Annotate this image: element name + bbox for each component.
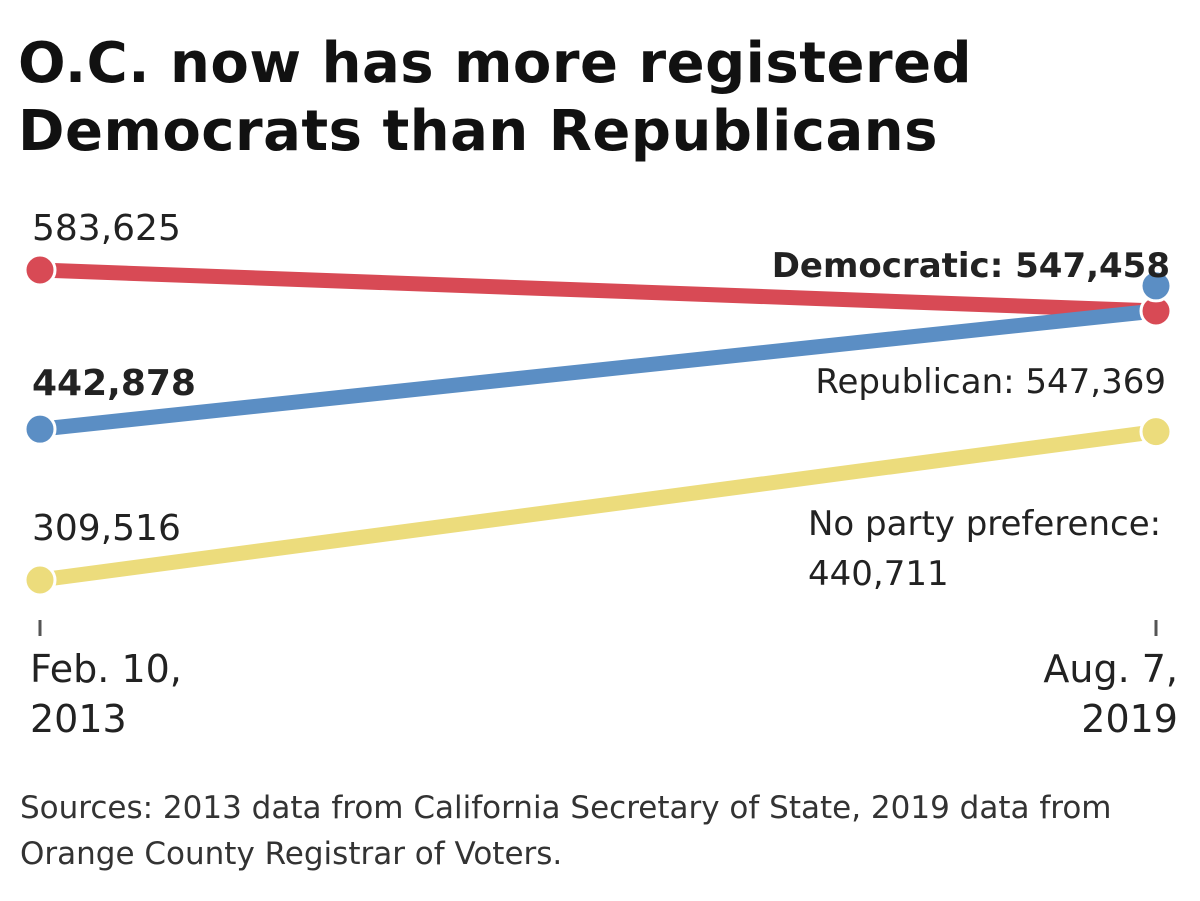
- x-axis-tick-label-1-line-1: Feb. 10,: [30, 647, 182, 691]
- source-note: Sources: 2013 data from California Secre…: [20, 790, 1112, 872]
- series-line-dem: [32, 303, 1164, 437]
- x-axis-tick-label-1: Feb. 10, 2013: [30, 647, 182, 741]
- data-point-dem-2: [1139, 269, 1173, 303]
- chart-title-line-2: Democrats than Republicans: [18, 99, 938, 164]
- end-label-npp-line-2: 440,711: [808, 554, 949, 594]
- data-point-dem-1: [23, 412, 57, 446]
- chart-title: O.C. now has more registered Democrats t…: [18, 30, 1178, 166]
- series-line-rep: [32, 262, 1164, 319]
- end-label-rep: Republican: 547,369: [815, 362, 1166, 402]
- end-label-rep-name: Republican:: [815, 362, 1025, 402]
- end-label-rep-value: 547,369: [1025, 362, 1166, 402]
- end-label-dem: Democratic: 547,458: [772, 246, 1170, 286]
- x-axis-tick-label-2-line-2: 2019: [1081, 697, 1178, 741]
- end-label-dem-name: Democratic:: [772, 246, 1015, 286]
- x-axis-tick-label-1-line-2: 2013: [30, 697, 127, 741]
- start-label-dem: 442,878: [32, 363, 196, 404]
- end-label-dem-value: 547,458: [1015, 246, 1170, 286]
- start-label-npp: 309,516: [32, 508, 181, 549]
- series-line-npp: [32, 424, 1164, 588]
- x-axis-tick-label-2: Aug. 7, 2019: [1043, 647, 1178, 741]
- data-point-npp-2: [1139, 415, 1173, 449]
- start-label-rep: 583,625: [32, 208, 181, 249]
- end-label-npp: No party preference: 440,711: [808, 504, 1161, 594]
- end-label-npp-line-1: No party preference:: [808, 504, 1161, 544]
- data-point-npp-1: [23, 563, 57, 597]
- data-point-rep-1: [23, 253, 57, 287]
- x-axis-tick-label-2-line-1: Aug. 7,: [1043, 647, 1178, 691]
- chart-title-line-1: O.C. now has more registered: [18, 31, 973, 96]
